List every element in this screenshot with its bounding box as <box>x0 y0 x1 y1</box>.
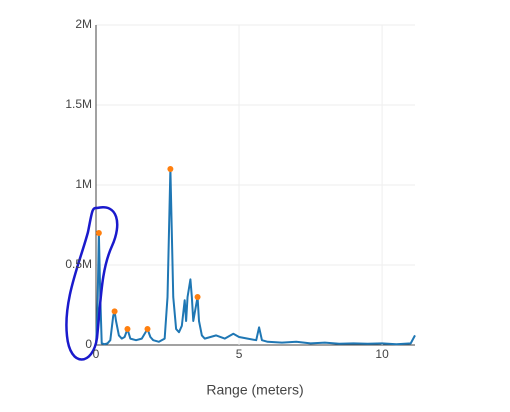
peak-marker <box>144 326 151 332</box>
peak-marker <box>95 230 102 236</box>
x-tick-label: 10 <box>375 347 389 361</box>
y-tick-label: 1M <box>75 177 92 191</box>
peak-marker <box>111 308 118 315</box>
data-line <box>95 168 416 346</box>
x-tick-label: 5 <box>236 347 243 361</box>
marks-layer <box>95 166 416 346</box>
peak-marker <box>194 294 201 300</box>
x-axis-title: Range (meters) <box>206 382 303 398</box>
peak-marker <box>124 326 131 332</box>
y-tick-label: 0.5M <box>65 257 92 271</box>
peak-marker <box>167 166 174 172</box>
y-tick-label: 0 <box>85 337 92 351</box>
y-tick-label: 2M <box>75 17 92 31</box>
y-tick-label: 1.5M <box>65 97 92 111</box>
x-tick-label: 0 <box>93 347 100 361</box>
hand-drawn-highlight <box>65 206 119 361</box>
grid-layer <box>95 24 415 346</box>
